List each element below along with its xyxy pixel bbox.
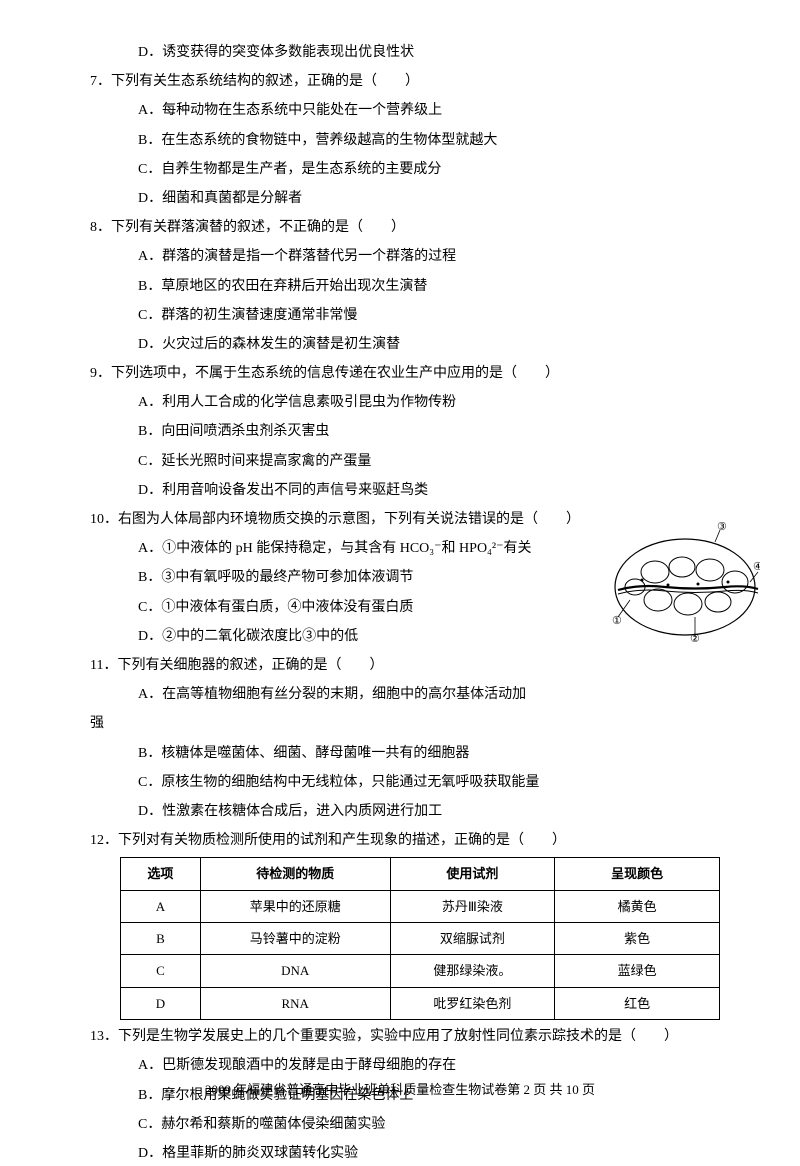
- q11-option-a: A．在高等植物细胞有丝分裂的末期，细胞中的高尔基体活动加: [138, 682, 730, 707]
- table-header-1: 待检测的物质: [200, 858, 390, 890]
- q7-option-b: B．在生态系统的食物链中，营养级越高的生物体型就越大: [138, 128, 730, 153]
- q8-option-c: C．群落的初生演替速度通常非常慢: [138, 303, 730, 328]
- cell-diagram-svg: ① ② ③ ④: [610, 522, 760, 642]
- table-cell: DNA: [200, 955, 390, 987]
- q7-options: A．每种动物在生态系统中只能处在一个营养级上 B．在生态系统的食物链中，营养级越…: [138, 98, 730, 211]
- q6-option-d: D．诱变获得的突变体多数能表现出优良性状: [138, 40, 730, 65]
- q13-option-d: D．格里菲斯的肺炎双球菌转化实验: [138, 1141, 730, 1166]
- diagram-label-1: ①: [612, 615, 622, 627]
- q7-option-a: A．每种动物在生态系统中只能处在一个营养级上: [138, 98, 730, 123]
- table-cell: 健那绿染液。: [390, 955, 555, 987]
- q8-stem: 8．下列有关群落演替的叙述，不正确的是（ ）: [90, 215, 730, 240]
- table-header-row: 选项 待检测的物质 使用试剂 呈现颜色: [121, 858, 720, 890]
- q13-stem: 13．下列是生物学发展史上的几个重要实验，实验中应用了放射性同位素示踪技术的是（…: [90, 1024, 730, 1049]
- table-cell: 红色: [555, 987, 720, 1019]
- table-cell: A: [121, 890, 201, 922]
- q11-option-a-cont: 强: [90, 711, 730, 736]
- q9-option-c: C．延长光照时间来提高家禽的产蛋量: [138, 449, 730, 474]
- table-row: B 马铃薯中的淀粉 双缩脲试剂 紫色: [121, 923, 720, 955]
- table-cell: 蓝绿色: [555, 955, 720, 987]
- table-header-0: 选项: [121, 858, 201, 890]
- page-footer: 2009 年福建省普通高中毕业班单科质量检查生物试卷第 2 页 共 10 页: [0, 1078, 800, 1101]
- q7-option-c: C．自养生物都是生产者，是生态系统的主要成分: [138, 157, 730, 182]
- table-row: A 苹果中的还原糖 苏丹Ⅲ染液 橘黄色: [121, 890, 720, 922]
- table-cell: RNA: [200, 987, 390, 1019]
- q13-option-a: A．巴斯德发现酿酒中的发酵是由于酵母细胞的存在: [138, 1053, 730, 1078]
- q10-options: A．①中液体的 pH 能保持稳定，与其含有 HCO₃⁻和 HPO₄²⁻有关 B．…: [138, 536, 558, 649]
- q13-option-c: C．赫尔希和蔡斯的噬菌体侵染细菌实验: [138, 1112, 730, 1137]
- table-cell: 双缩脲试剂: [390, 923, 555, 955]
- table-cell: B: [121, 923, 201, 955]
- q10-container: 10．右图为人体局部内环境物质交换的示意图，下列有关说法错误的是（ ）: [90, 507, 730, 649]
- table-header-2: 使用试剂: [390, 858, 555, 890]
- q10-option-d: D．②中的二氧化碳浓度比③中的低: [138, 624, 558, 649]
- q8-option-d: D．火灾过后的森林发生的演替是初生演替: [138, 332, 730, 357]
- table-cell: 苏丹Ⅲ染液: [390, 890, 555, 922]
- table-header-3: 呈现颜色: [555, 858, 720, 890]
- q9-stem: 9．下列选项中，不属于生态系统的信息传递在农业生产中应用的是（ ）: [90, 361, 730, 386]
- table-row: D RNA 吡罗红染色剂 红色: [121, 987, 720, 1019]
- q8-option-a: A．群落的演替是指一个群落替代另一个群落的过程: [138, 244, 730, 269]
- table-cell: 紫色: [555, 923, 720, 955]
- q7-option-d: D．细菌和真菌都是分解者: [138, 186, 730, 211]
- q11-option-b: B．核糖体是噬菌体、细菌、酵母菌唯一共有的细胞器: [138, 741, 730, 766]
- diagram-label-3: ③: [717, 522, 727, 533]
- diagram-label-4: ④: [753, 561, 760, 573]
- q12-stem: 12．下列对有关物质检测所使用的试剂和产生现象的描述，正确的是（ ）: [90, 828, 730, 853]
- q9-option-b: B．向田间喷洒杀虫剂杀灭害虫: [138, 419, 730, 444]
- cell-diagram: ① ② ③ ④: [610, 522, 760, 642]
- table-cell: D: [121, 987, 201, 1019]
- q12-table: 选项 待检测的物质 使用试剂 呈现颜色 A 苹果中的还原糖 苏丹Ⅲ染液 橘黄色 …: [120, 857, 720, 1020]
- table-row: C DNA 健那绿染液。 蓝绿色: [121, 955, 720, 987]
- q11-options: B．核糖体是噬菌体、细菌、酵母菌唯一共有的细胞器 C．原核生物的细胞结构中无线粒…: [138, 741, 730, 825]
- q8-options: A．群落的演替是指一个群落替代另一个群落的过程 B．草原地区的农田在弃耕后开始出…: [138, 244, 730, 357]
- q9-options: A．利用人工合成的化学信息素吸引昆虫为作物传粉 B．向田间喷洒杀虫剂杀灭害虫 C…: [138, 390, 730, 503]
- table-cell: 苹果中的还原糖: [200, 890, 390, 922]
- q10-option-b: B．③中有氧呼吸的最终产物可参加体液调节: [138, 565, 558, 590]
- q10-option-a: A．①中液体的 pH 能保持稳定，与其含有 HCO₃⁻和 HPO₄²⁻有关: [138, 536, 558, 561]
- q11-option-c: C．原核生物的细胞结构中无线粒体，只能通过无氧呼吸获取能量: [138, 770, 730, 795]
- table-cell: 橘黄色: [555, 890, 720, 922]
- q9-option-a: A．利用人工合成的化学信息素吸引昆虫为作物传粉: [138, 390, 730, 415]
- table-cell: C: [121, 955, 201, 987]
- diagram-label-2: ②: [690, 633, 700, 642]
- table-cell: 马铃薯中的淀粉: [200, 923, 390, 955]
- q11-option-d: D．性激素在核糖体合成后，进入内质网进行加工: [138, 799, 730, 824]
- q10-option-c: C．①中液体有蛋白质，④中液体没有蛋白质: [138, 595, 558, 620]
- q7-stem: 7．下列有关生态系统结构的叙述，正确的是（ ）: [90, 69, 730, 94]
- q9-option-d: D．利用音响设备发出不同的声信号来驱赶鸟类: [138, 478, 730, 503]
- q11-stem: 11．下列有关细胞器的叙述，正确的是（ ）: [90, 653, 730, 678]
- q13-options: A．巴斯德发现酿酒中的发酵是由于酵母细胞的存在 B．摩尔根用果蝇做实验证明基因在…: [138, 1053, 730, 1166]
- table-cell: 吡罗红染色剂: [390, 987, 555, 1019]
- q8-option-b: B．草原地区的农田在弃耕后开始出现次生演替: [138, 274, 730, 299]
